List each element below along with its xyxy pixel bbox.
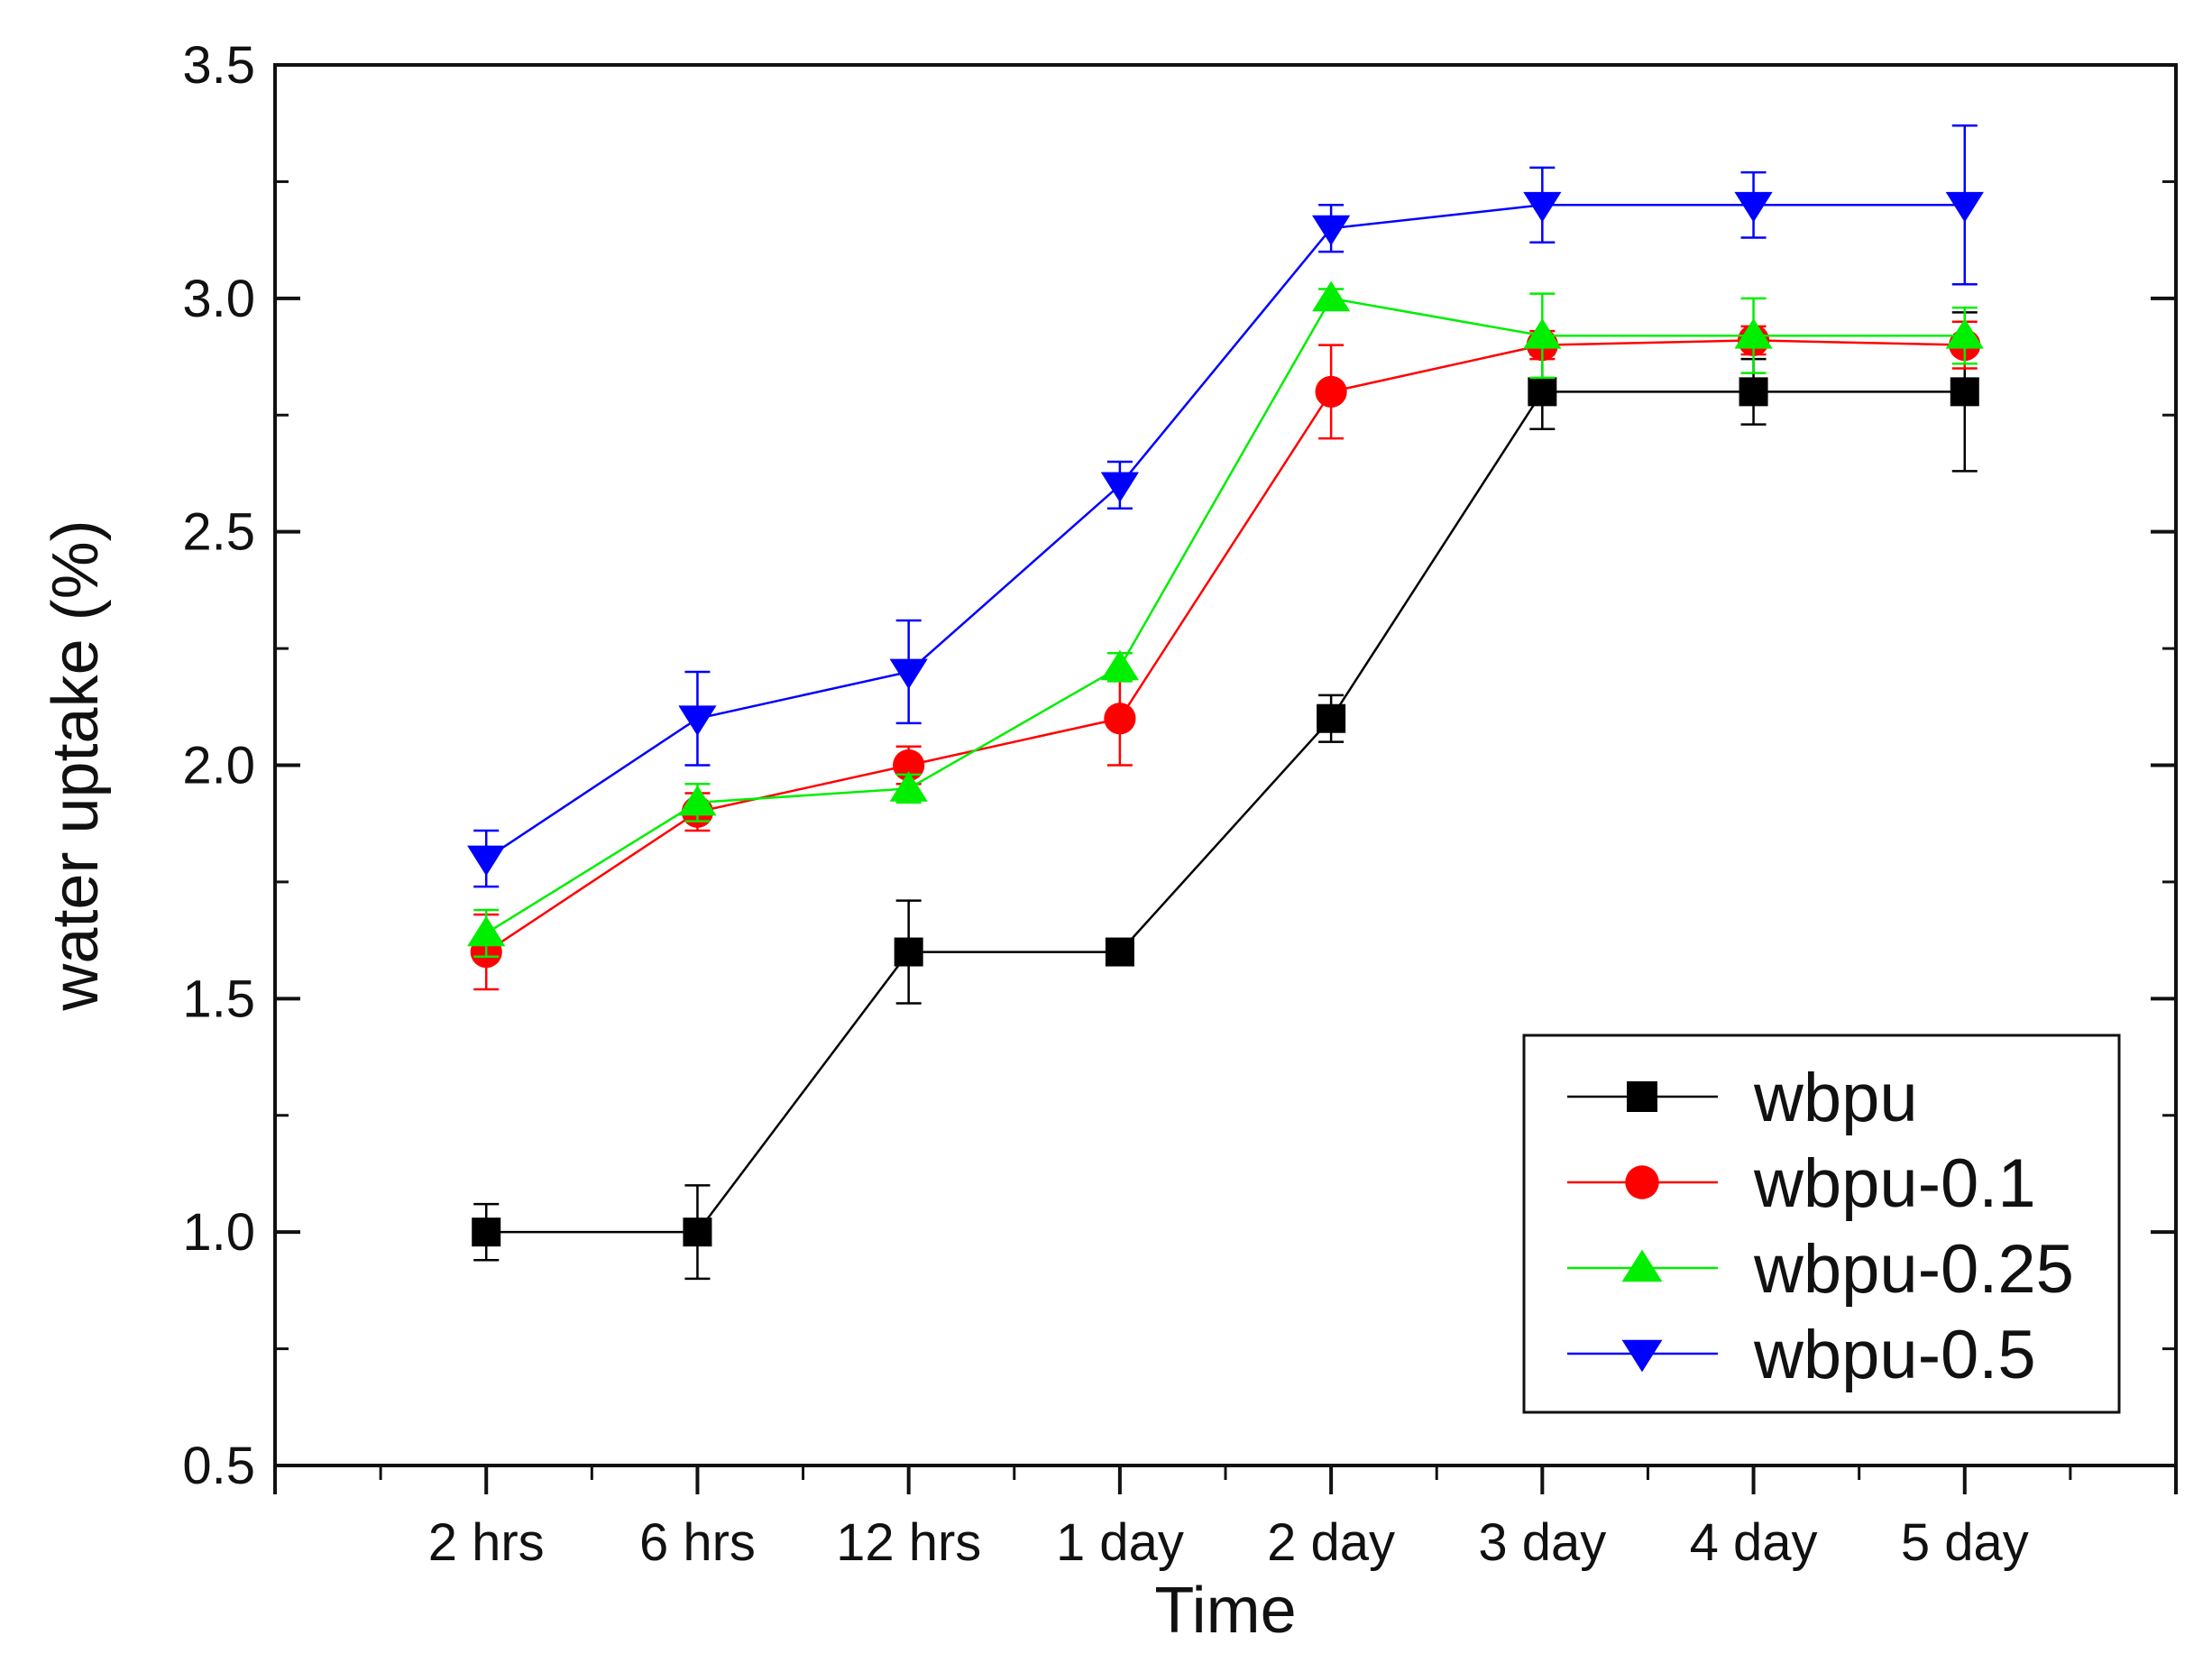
series-wbpu-0.25 xyxy=(467,280,1984,958)
data-point xyxy=(1950,377,1979,407)
x-tick-label: 4 day xyxy=(1690,1513,1818,1572)
series-line-wbpu-0.25 xyxy=(485,297,1965,934)
data-point xyxy=(1523,318,1562,349)
data-point xyxy=(1317,703,1346,733)
y-axis-ticks: 0.5 1.0 1.5 2.0 2.5 3.0 3.5 xyxy=(182,36,2176,1495)
legend-marker xyxy=(1621,1249,1663,1282)
x-tick-label: 2 day xyxy=(1267,1513,1395,1572)
y-axis-title: water uptake (%) xyxy=(40,519,112,1011)
y-tick-label: 2.0 xyxy=(182,737,255,795)
legend-item-wbpu-0.5: wbpu-0.5 xyxy=(1567,1317,2036,1393)
legend-label: wbpu-0.25 xyxy=(1753,1231,2074,1308)
data-point xyxy=(1734,191,1773,223)
data-point xyxy=(1100,649,1140,681)
x-tick-label: 5 day xyxy=(1901,1513,2029,1572)
data-point xyxy=(893,749,925,782)
legend-marker xyxy=(1625,1165,1659,1199)
x-tick-label: 12 hrs xyxy=(836,1513,981,1572)
data-point xyxy=(1734,318,1773,349)
data-point xyxy=(1945,318,1984,349)
legend-marker xyxy=(1621,1339,1663,1373)
x-tick-label: 3 day xyxy=(1478,1513,1606,1572)
data-point xyxy=(889,658,928,690)
data-point xyxy=(1311,280,1351,312)
data-point xyxy=(1104,703,1136,735)
data-point xyxy=(1945,191,1984,223)
series-layer xyxy=(467,124,1984,1281)
x-tick-label: 6 hrs xyxy=(639,1513,756,1572)
series-line-wbpu xyxy=(486,390,1965,1234)
data-point xyxy=(678,705,717,736)
legend-item-wbpu: wbpu xyxy=(1567,1060,1918,1136)
legend-marker xyxy=(1627,1081,1657,1112)
series-wbpu xyxy=(472,311,1979,1281)
legend-label: wbpu-0.5 xyxy=(1753,1317,2036,1393)
data-point xyxy=(1100,472,1140,503)
y-tick-label: 1.5 xyxy=(182,969,255,1028)
y-tick-label: 0.5 xyxy=(182,1437,255,1495)
data-point xyxy=(472,1217,501,1247)
y-tick-label: 1.0 xyxy=(182,1203,255,1262)
series-line-wbpu-0.1 xyxy=(485,339,1965,953)
x-tick-label: 2 hrs xyxy=(428,1513,545,1572)
data-point xyxy=(1105,937,1134,967)
data-point xyxy=(1311,215,1351,246)
y-tick-label: 3.5 xyxy=(182,36,255,95)
x-tick-label: 1 day xyxy=(1056,1513,1184,1572)
x-axis-ticks: 2 hrs 6 hrs 12 hrs 1 day 2 day 3 day 4 day 5 da… xyxy=(273,1465,2178,1572)
x-axis-title: Time xyxy=(1154,1575,1296,1647)
data-point xyxy=(678,785,717,816)
data-point xyxy=(467,915,506,947)
data-point xyxy=(467,845,506,877)
legend-label: wbpu-0.1 xyxy=(1753,1145,2036,1222)
series-line-wbpu-0.5 xyxy=(485,204,1965,860)
y-tick-label: 3.0 xyxy=(182,270,255,328)
series-wbpu-0.5 xyxy=(467,124,1984,888)
legend-item-wbpu-0.1: wbpu-0.1 xyxy=(1567,1145,2036,1222)
data-point xyxy=(1739,377,1768,407)
data-point xyxy=(1528,377,1557,407)
data-point xyxy=(683,1217,712,1247)
y-tick-label: 2.5 xyxy=(182,503,255,562)
legend-item-wbpu-0.25: wbpu-0.25 xyxy=(1567,1231,2074,1308)
data-point xyxy=(1523,191,1562,223)
legend-label: wbpu xyxy=(1753,1060,1918,1136)
legend-box xyxy=(1522,1034,2121,1414)
data-point xyxy=(889,771,928,802)
data-point xyxy=(1315,375,1347,408)
data-point xyxy=(894,937,923,967)
legend: wbpu wbpu-0.1 wbpu-0.25 wbpu-0.5 xyxy=(1522,1034,2121,1414)
